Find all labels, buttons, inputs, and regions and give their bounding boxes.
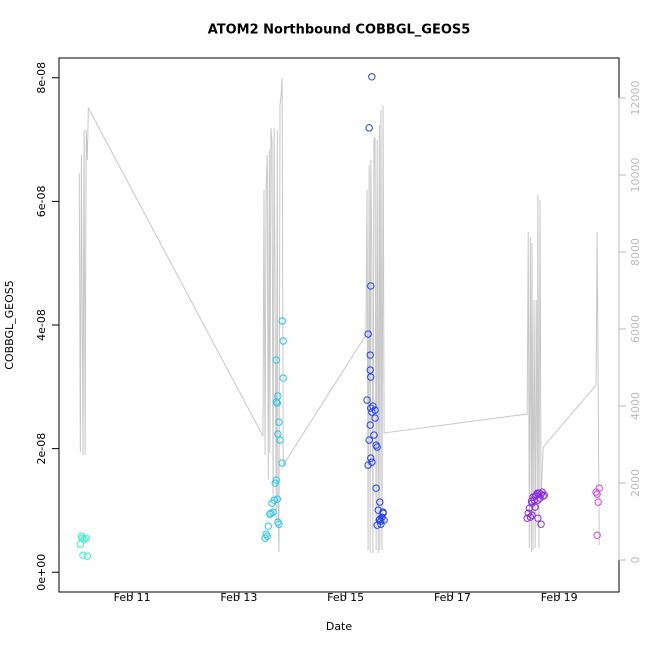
point — [376, 515, 384, 523]
y-tick-label: 2e-08 — [35, 433, 48, 465]
point — [528, 511, 536, 519]
point — [279, 337, 287, 345]
point — [526, 513, 535, 521]
point — [279, 374, 287, 382]
point — [274, 392, 282, 400]
point — [531, 503, 539, 511]
point — [263, 532, 271, 540]
point — [368, 408, 376, 416]
point — [264, 522, 272, 530]
point — [366, 421, 374, 429]
point — [367, 282, 375, 290]
point — [278, 459, 286, 467]
point — [272, 476, 280, 484]
point — [534, 514, 542, 522]
point — [539, 492, 547, 500]
x-tick-label: Feb 15 — [327, 591, 364, 604]
point — [273, 399, 282, 407]
point — [365, 436, 373, 444]
y2-tick-label: 4000 — [629, 392, 642, 420]
x-tick-label: Feb 13 — [220, 591, 257, 604]
point — [276, 436, 284, 444]
point — [367, 404, 375, 412]
point — [377, 520, 385, 528]
point — [272, 356, 280, 364]
point — [79, 551, 87, 559]
point — [534, 496, 542, 504]
line-series — [78, 77, 600, 554]
point — [271, 479, 279, 487]
point — [373, 521, 381, 529]
chart-title: ATOM2 Northbound COBBGL_GEOS5 — [208, 23, 471, 38]
point — [524, 509, 532, 517]
y-tick-label: 6e-08 — [35, 186, 48, 218]
point — [368, 458, 376, 466]
point — [366, 351, 374, 359]
point — [365, 124, 373, 132]
point — [275, 520, 283, 528]
point — [594, 498, 602, 506]
y2-tick-label: 10000 — [629, 158, 642, 193]
point — [366, 366, 374, 374]
x-tick-label: Feb 11 — [114, 591, 151, 604]
point — [367, 373, 375, 381]
point — [379, 509, 387, 517]
y-tick-label: 4e-08 — [35, 309, 48, 341]
point — [363, 396, 371, 404]
point — [261, 534, 269, 542]
y2-tick-label: 6000 — [629, 315, 642, 343]
point — [376, 498, 384, 506]
point — [593, 531, 601, 539]
point — [370, 431, 378, 439]
point — [273, 495, 282, 503]
point — [593, 490, 601, 498]
y-axis-title: COBBGL_GEOS5 — [3, 280, 16, 370]
x-tick-label: Feb 17 — [434, 591, 471, 604]
point — [275, 418, 283, 426]
point — [269, 508, 277, 516]
y2-tick-label: 2000 — [629, 469, 642, 497]
point — [540, 491, 548, 499]
point — [373, 443, 381, 451]
point — [371, 414, 379, 422]
x-axis-title: Date — [326, 620, 353, 633]
point — [83, 552, 91, 560]
point — [372, 484, 380, 492]
point — [270, 496, 278, 504]
point — [368, 73, 376, 81]
point — [367, 454, 375, 462]
y2-tick-label: 12000 — [629, 81, 642, 116]
point — [77, 532, 86, 540]
point — [278, 317, 286, 325]
y2-tick-label: 0 — [629, 557, 642, 564]
y2-tick-label: 8000 — [629, 238, 642, 266]
point — [364, 330, 372, 338]
y-tick-label: 0e+00 — [35, 554, 48, 591]
x-tick-label: Feb 19 — [541, 591, 578, 604]
point — [82, 534, 90, 542]
y-tick-label: 8e-08 — [35, 62, 48, 94]
point — [537, 520, 545, 528]
